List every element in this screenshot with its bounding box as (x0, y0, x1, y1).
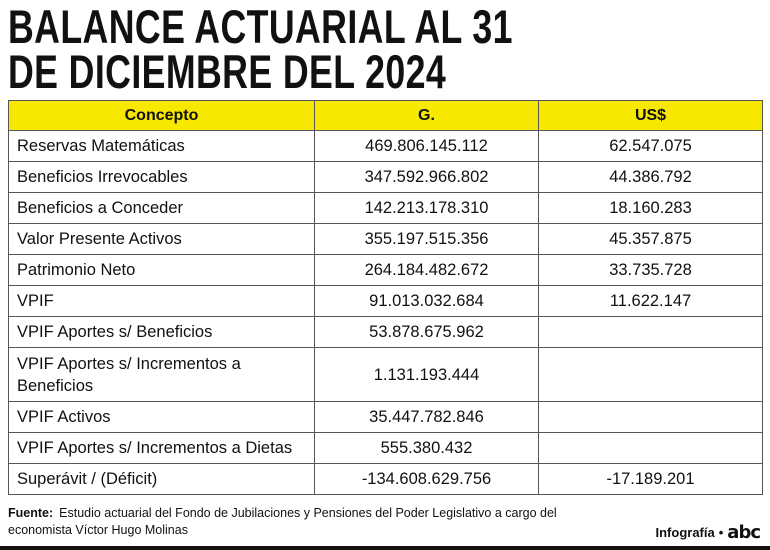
source-label: Fuente: (8, 506, 54, 520)
table-cell: -17.189.201 (538, 463, 763, 495)
table-cell: 355.197.515.356 (314, 223, 539, 255)
credit-text: Infografía (655, 525, 715, 540)
table-cell: VPIF Aportes s/ Incrementos a Beneficios (8, 347, 315, 402)
table-cell: 33.735.728 (538, 254, 763, 286)
header-cell: Concepto (8, 100, 315, 131)
table-cell (538, 401, 763, 433)
table-cell: Reservas Matemáticas (8, 130, 315, 162)
table-cell: 11.622.147 (538, 285, 763, 317)
bullet: • (718, 525, 724, 540)
table-cell (538, 347, 763, 402)
table-cell: 142.213.178.310 (314, 192, 539, 224)
table-body: Reservas Matemáticas 469.806.145.112 62.54… (8, 130, 763, 495)
table-cell (538, 316, 763, 348)
title-line: BALANCE ACTUARIAL AL 31 (8, 0, 513, 53)
table-row: VPIF Aportes s/ Beneficios 53.878.675.962 (8, 316, 763, 348)
data-table: Concepto G. US$ Reservas Matemáticas 469.80… (8, 100, 763, 495)
header-cell: US$ (538, 100, 763, 131)
table-cell: 35.447.782.846 (314, 401, 539, 433)
source-text: Estudio actuarial del Fondo de Jubilacio… (8, 506, 557, 537)
table-cell: 1.131.193.444 (314, 347, 539, 402)
table-row: Valor Presente Activos 355.197.515.356 45.… (8, 223, 763, 255)
table-row: VPIF Aportes s/ Incrementos a Dietas 555.… (8, 432, 763, 464)
table-cell: 555.380.432 (314, 432, 539, 464)
table-row: Reservas Matemáticas 469.806.145.112 62.54… (8, 130, 763, 162)
table-cell: Superávit / (Déficit) (8, 463, 315, 495)
header-cell: G. (314, 100, 539, 131)
table-cell: VPIF (8, 285, 315, 317)
table-cell: -134.608.629.756 (314, 463, 539, 495)
table-cell: 62.547.075 (538, 130, 763, 162)
table-cell: 469.806.145.112 (314, 130, 539, 162)
table-row: Beneficios a Conceder 142.213.178.310 18.1… (8, 192, 763, 224)
table-cell: Patrimonio Neto (8, 254, 315, 286)
table-cell: 44.386.792 (538, 161, 763, 193)
table-cell: 347.592.966.802 (314, 161, 539, 193)
table-cell: VPIF Aportes s/ Beneficios (8, 316, 315, 348)
table-cell: 91.013.032.684 (314, 285, 539, 317)
table-cell: 53.878.675.962 (314, 316, 539, 348)
table-cell: Valor Presente Activos (8, 223, 315, 255)
table-cell: VPIF Activos (8, 401, 315, 433)
title-line: DE DICIEMBRE DEL 2024 (8, 45, 447, 98)
table-cell: 45.357.875 (538, 223, 763, 255)
table-row: VPIF 91.013.032.684 11.622.147 (8, 285, 763, 317)
table-cell: 18.160.283 (538, 192, 763, 224)
source: Fuente: Estudio actuarial del Fondo de Ju… (8, 505, 598, 539)
table-row: Beneficios Irrevocables 347.592.966.802 44… (8, 161, 763, 193)
bottom-rule (0, 546, 770, 550)
table-head: Concepto G. US$ (8, 100, 763, 131)
table-row: Patrimonio Neto 264.184.482.672 33.735.728 (8, 254, 763, 286)
credit: Infografía • abc (656, 522, 761, 543)
table-row: VPIF Activos 35.447.782.846 (8, 401, 763, 433)
table-row: Superávit / (Déficit) -134.608.629.756 -17… (8, 463, 763, 495)
table-cell: Beneficios a Conceder (8, 192, 315, 224)
table-row: VPIF Aportes s/ Incrementos a Beneficios… (8, 347, 763, 402)
header-row: Concepto G. US$ (8, 100, 763, 131)
table-cell: 264.184.482.672 (314, 254, 539, 286)
title: BALANCE ACTUARIAL AL 31 DE DICIEMBRE DEL… (8, 0, 672, 98)
table-cell (538, 432, 763, 464)
logo: abc (727, 522, 761, 543)
table-cell: VPIF Aportes s/ Incrementos a Dietas (8, 432, 315, 464)
table-cell: Beneficios Irrevocables (8, 161, 315, 193)
